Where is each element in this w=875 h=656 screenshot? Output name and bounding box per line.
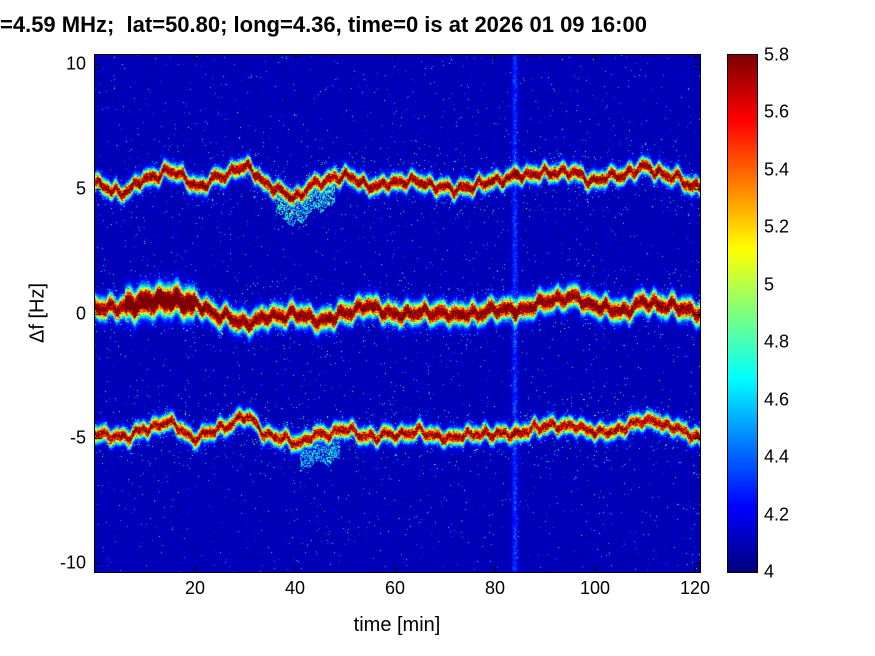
y-tick-label: -10 [59,552,86,573]
colorbar-tick-label: 4.6 [764,389,790,410]
colorbar-tick-label: 5.2 [764,216,790,237]
y-tick-label: 10 [65,53,86,74]
colorbar-tick-label: 4 [764,561,775,582]
colorbar-tick-label: 4.8 [764,331,790,352]
y-tick-label: 5 [75,178,86,199]
chart-title: =4.59 MHz; lat=50.80; long=4.36, time=0 … [0,12,647,37]
x-tick-label: 60 [384,578,406,598]
x-axis-label: time [min] [353,614,441,636]
y-tick-label: 0 [75,303,86,323]
colorbar-canvas [728,55,757,572]
colorbar-tick-label: 4.2 [764,504,790,525]
colorbar-tick-label: 5.4 [764,159,790,180]
x-tick-label: 20 [184,578,206,598]
colorbar-tick-label: 5 [764,274,775,295]
colorbar-tick-label: 4.4 [764,446,790,467]
x-tick-label: 80 [484,578,506,598]
x-tick-label: 120 [679,578,711,598]
colorbar-tick-label: 5.6 [764,101,790,122]
x-tick-label: 40 [284,578,306,598]
x-tick-label: 100 [579,578,611,598]
spectrogram-canvas [95,55,700,572]
colorbar-tick-label: 5.8 [764,44,790,65]
y-tick-label: -5 [69,427,86,448]
